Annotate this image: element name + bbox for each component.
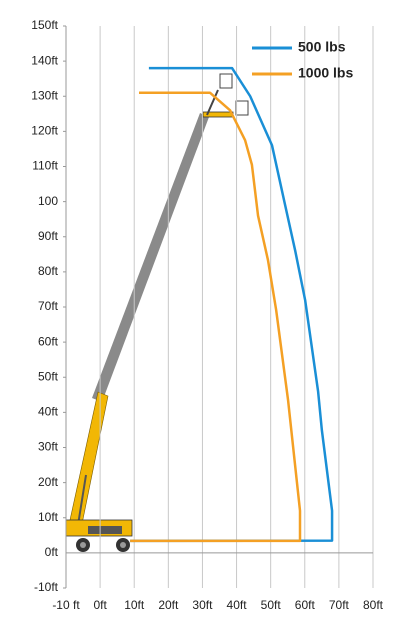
x-tick-label: -10 ft [52,598,80,612]
x-tick-label: 60ft [295,598,316,612]
y-tick-label: 80ft [38,264,59,278]
y-tick-label: 40ft [38,405,59,419]
y-tick-label: 150ft [31,18,58,32]
x-tick-label: 80ft [363,598,384,612]
y-tick-label: 120ft [31,124,58,138]
y-tick-label: 0ft [45,545,59,559]
lift-illustration [65,73,249,552]
series-line [130,91,302,543]
y-tick-label: 130ft [31,88,58,102]
legend-label: 1000 lbs [298,65,353,81]
y-tick-label: 140ft [31,53,58,67]
x-tick-label: 50ft [261,598,282,612]
x-tick-label: 20ft [158,598,179,612]
y-tick-label: 90ft [38,229,59,243]
legend: 1000 lbs [252,65,353,81]
y-tick-label: 50ft [38,369,59,383]
x-tick-label: 10ft [124,598,145,612]
y-tick-label: -10ft [34,580,59,594]
x-tick-label: 0ft [93,598,107,612]
y-tick-label: 10ft [38,510,59,524]
y-tick-label: 100 [38,194,58,208]
x-tick-label: 30ft [192,598,213,612]
y-tick-label: 20ft [38,475,59,489]
y-tick-label: 60ft [38,334,59,348]
legend-label: 500 lbs [298,39,346,55]
x-tick-label: 70ft [329,598,350,612]
legend: 500 lbs [252,39,346,55]
plot-layer: -10 ft 0ft 10ft 20ft 30ft 40ft 50ft 60ft 70ft 80f… [31,18,383,612]
y-tick-label: 110ft [32,159,58,173]
y-tick-label: 70ft [38,299,59,313]
x-tick-label: 40ft [227,598,248,612]
series-line [130,66,334,543]
y-tick-label: 30ft [38,440,59,454]
